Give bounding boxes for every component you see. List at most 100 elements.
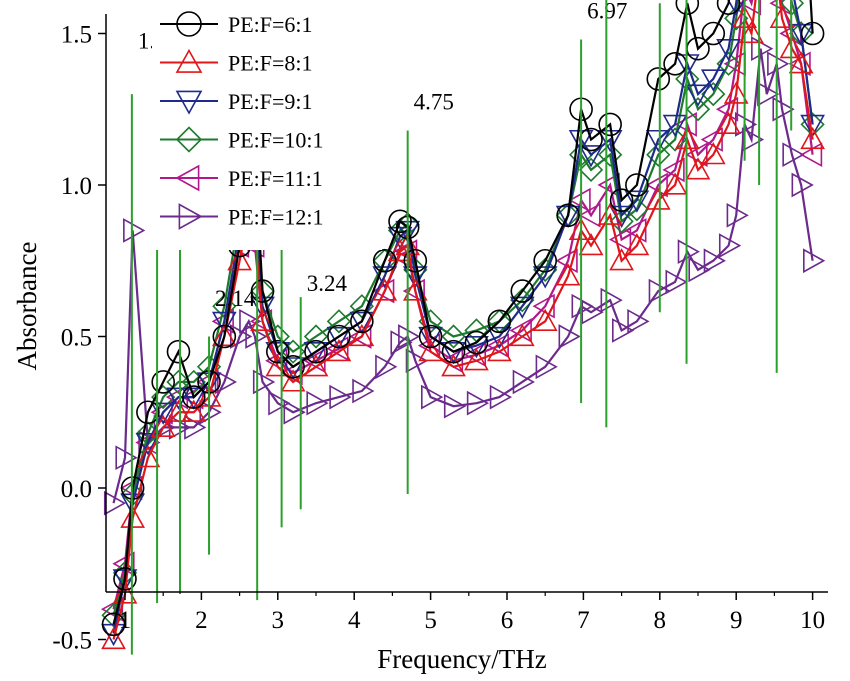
data-point — [556, 203, 580, 228]
legend-item: PE:F=6:1 — [160, 11, 313, 37]
legend-marker — [178, 203, 203, 230]
data-point — [578, 145, 604, 168]
data-point — [352, 378, 375, 404]
data-point — [568, 187, 591, 213]
data-point — [464, 335, 489, 359]
data-point — [688, 257, 711, 283]
data-point — [326, 339, 352, 362]
x-tick-label: 8 — [654, 607, 667, 634]
data-point — [645, 187, 671, 210]
data-point — [372, 278, 398, 301]
data-point — [115, 445, 138, 471]
data-point — [441, 339, 466, 364]
data-point — [741, 127, 765, 152]
data-point — [700, 142, 726, 165]
legend-label: PE:F=10:1 — [228, 128, 324, 153]
data-point — [327, 324, 351, 349]
data-point — [532, 308, 558, 331]
data-point — [418, 326, 443, 350]
data-point — [418, 339, 443, 362]
data-point — [181, 387, 207, 410]
data-point — [388, 209, 412, 234]
peak-annotation: 9.53 — [775, 0, 778, 373]
data-point — [533, 257, 558, 282]
data-point — [772, 96, 795, 122]
data-point — [701, 21, 726, 46]
data-point — [600, 287, 623, 313]
data-point — [662, 114, 688, 138]
x-tick-label: 6 — [501, 607, 514, 634]
legend-marker — [176, 11, 202, 37]
data-point — [800, 114, 825, 138]
y-tick-label: 1.0 — [61, 173, 92, 200]
data-point — [624, 197, 650, 222]
data-point — [211, 323, 237, 347]
legend-item: PE:F=10:1 — [160, 126, 324, 153]
data-point — [181, 399, 207, 422]
data-point — [387, 239, 413, 262]
data-point — [509, 323, 535, 347]
data-point — [512, 369, 535, 395]
data-point — [627, 308, 650, 334]
data-point — [718, 233, 742, 258]
data-point — [533, 248, 558, 273]
data-point — [113, 567, 137, 591]
data-point — [751, 36, 774, 62]
data-point — [303, 342, 329, 365]
data-point — [280, 357, 306, 380]
y-tick-label: 1.5 — [61, 22, 92, 49]
data-point — [757, 81, 780, 107]
data-point — [609, 248, 634, 271]
data-point — [581, 299, 604, 325]
data-point — [402, 266, 428, 289]
legend-label: PE:F=11:1 — [228, 166, 323, 191]
data-point — [727, 0, 746, 16]
data-point — [800, 126, 825, 150]
data-point — [326, 326, 352, 350]
peak-annotation: 9.73 — [790, 0, 793, 131]
data-point — [375, 354, 398, 380]
x-axis-title: Frequency/THz — [377, 644, 546, 674]
data-point — [703, 248, 726, 274]
data-point — [303, 354, 329, 377]
data-point — [306, 390, 329, 416]
data-point — [579, 127, 603, 152]
data-point — [184, 415, 207, 440]
peak-annotation: 9.11 — [743, 0, 746, 161]
x-tick-label: 3 — [272, 607, 285, 634]
data-point — [597, 202, 623, 225]
legend-label: PE:F=8:1 — [228, 51, 313, 76]
data-point — [100, 596, 124, 622]
data-point — [350, 309, 374, 334]
legend-item: PE:F=8:1 — [160, 48, 313, 76]
data-point — [398, 324, 421, 349]
data-point — [662, 172, 688, 195]
data-point — [487, 309, 512, 334]
x-tick-label: 10 — [800, 607, 825, 634]
data-point — [283, 399, 306, 425]
data-point — [405, 348, 428, 374]
data-point — [265, 354, 291, 377]
data-point — [441, 342, 466, 365]
data-point — [723, 81, 749, 104]
data-point — [609, 188, 634, 212]
series-line — [112, 0, 814, 616]
data-point — [767, 51, 790, 77]
data-point — [624, 190, 650, 213]
x-tick-label: 4 — [348, 607, 361, 634]
data-point — [349, 323, 375, 347]
data-point — [509, 296, 535, 319]
data-point — [464, 330, 489, 355]
legend-marker — [175, 48, 203, 73]
data-point — [608, 227, 632, 252]
data-point — [372, 248, 397, 273]
data-point — [112, 581, 138, 604]
legend: PE:F=6:1 PE:F=8:1 PE:F=9:1 PE:F=10:1 PE:F=11… — [152, 10, 382, 250]
data-point — [245, 324, 268, 349]
data-point — [166, 387, 191, 410]
data-point — [609, 209, 634, 234]
data-point — [268, 390, 291, 416]
y-tick-label: -0.5 — [52, 628, 92, 655]
x-tick-label: 7 — [577, 607, 590, 634]
